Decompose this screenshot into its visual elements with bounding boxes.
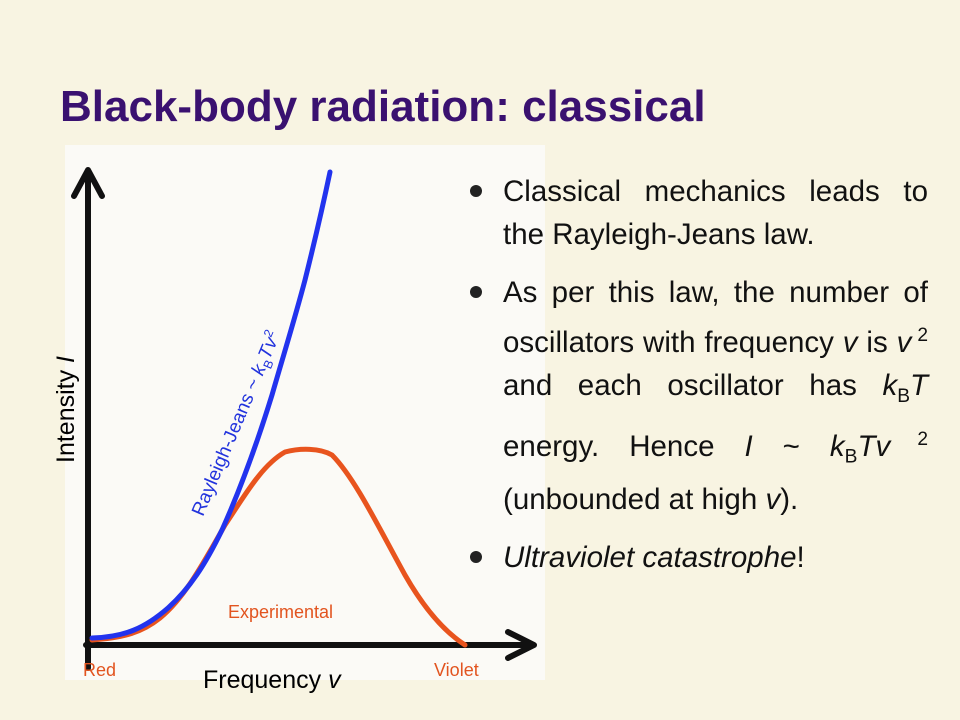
- text-run: T: [909, 368, 928, 402]
- x-left-label: Red: [83, 660, 117, 680]
- text-run: Ultraviolet catastrophe: [503, 541, 797, 575]
- text-run: I: [52, 355, 80, 363]
- text-run: Frequency: [203, 666, 329, 694]
- bullet-list: Classical mechanics leads to the Rayleig…: [466, 170, 928, 594]
- text-run: !: [796, 541, 805, 575]
- text-run: v: [842, 325, 858, 359]
- text-run: Tv: [857, 429, 891, 463]
- text-run: v: [328, 666, 341, 694]
- text-run: (unbounded at high: [503, 483, 766, 517]
- text-run: I: [744, 429, 753, 463]
- text-run: B: [897, 385, 910, 407]
- text-run: k: [882, 368, 898, 402]
- slide-title: Black-body radiation: classical: [60, 82, 706, 131]
- text-run: Tv: [254, 334, 283, 363]
- text-run: 2: [911, 325, 928, 346]
- bullet: Classical mechanics leads to the Rayleig…: [466, 170, 928, 256]
- text-run: 2: [890, 428, 929, 450]
- text-run: k: [829, 429, 845, 463]
- text-run: and each oscillator has: [503, 368, 883, 402]
- y-axis: [71, 167, 105, 671]
- text-run: ~: [752, 429, 830, 463]
- experimental-curve: [89, 446, 468, 648]
- text-run: As per this law, the number of oscillato…: [503, 276, 928, 359]
- x-axis-label: Frequency v: [203, 666, 341, 695]
- text-run: v: [765, 483, 781, 517]
- experimental-label: Experimental: [228, 602, 334, 622]
- text-run: ).: [780, 483, 799, 517]
- text-run: energy. Hence: [503, 429, 745, 463]
- text-run: Classical mechanics leads to the Rayleig…: [503, 175, 928, 251]
- y-axis-label: Intensity I: [52, 356, 81, 463]
- x-right-label: Violet: [434, 660, 479, 680]
- text-run: Intensity: [52, 362, 80, 463]
- bullet: Ultraviolet catastrophe!: [466, 536, 928, 579]
- text-run: is: [857, 325, 897, 359]
- diagram-panel: [65, 145, 545, 680]
- rayleigh-jeans-curve: [89, 169, 333, 641]
- bullet: As per this law, the number of oscillato…: [466, 271, 928, 521]
- x-axis: [83, 629, 537, 661]
- text-run: B: [844, 446, 858, 468]
- text-run: v: [896, 325, 912, 359]
